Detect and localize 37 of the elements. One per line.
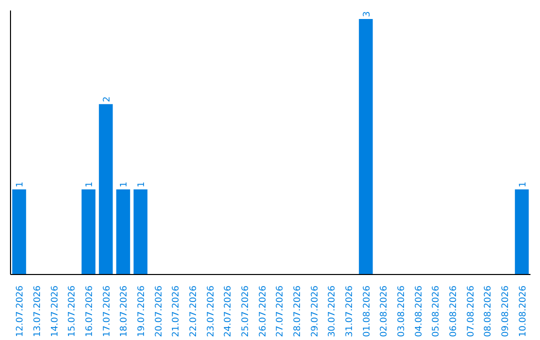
x-tick-label: 24.07.2026: [224, 285, 234, 338]
x-tick-label: 29.07.2026: [310, 285, 320, 338]
x-tick-label: 27.07.2026: [276, 285, 286, 338]
data-label: 3: [362, 11, 372, 18]
data-label: 1: [16, 182, 26, 188]
data-label: 1: [120, 182, 130, 188]
x-tick-label: 23.07.2026: [206, 285, 216, 338]
x-tick-label: 28.07.2026: [293, 285, 303, 338]
x-tick-label: 10.08.2026: [518, 285, 528, 338]
x-tick-label: 12.07.2026: [16, 285, 26, 338]
x-tick-label: 06.08.2026: [449, 285, 459, 338]
x-tick-label: 09.08.2026: [501, 285, 511, 338]
x-tick-label: 16.07.2026: [85, 285, 95, 338]
x-tick-label: 31.07.2026: [345, 285, 355, 338]
x-tick-label: 17.07.2026: [102, 285, 112, 338]
x-tick-label: 22.07.2026: [189, 285, 199, 338]
x-tick-label: 19.07.2026: [137, 285, 147, 338]
x-tick-label: 25.07.2026: [241, 285, 251, 338]
x-tick-label: 21.07.2026: [172, 285, 182, 338]
x-tick-label: 14.07.2026: [50, 285, 60, 338]
x-tick-label: 07.08.2026: [466, 285, 476, 338]
data-label: 1: [518, 182, 528, 188]
data-label: 1: [85, 182, 95, 188]
data-label: 2: [102, 96, 112, 102]
x-tick-label: 03.08.2026: [397, 285, 407, 338]
x-tick-label: 26.07.2026: [258, 285, 268, 338]
x-tick-label: 08.08.2026: [484, 285, 494, 338]
data-label: 1: [137, 182, 147, 188]
x-tick-label: 02.08.2026: [380, 285, 390, 338]
x-tick-label: 01.08.2026: [362, 285, 372, 338]
x-tick-label: 04.08.2026: [414, 285, 424, 338]
x-tick-label: 30.07.2026: [328, 285, 338, 338]
x-tick-label: 20.07.2026: [154, 285, 164, 338]
x-tick-label: 18.07.2026: [120, 285, 130, 338]
x-tick-label: 05.08.2026: [432, 285, 442, 338]
x-tick-label: 15.07.2026: [68, 285, 78, 338]
x-tick-label: 13.07.2026: [33, 285, 43, 338]
